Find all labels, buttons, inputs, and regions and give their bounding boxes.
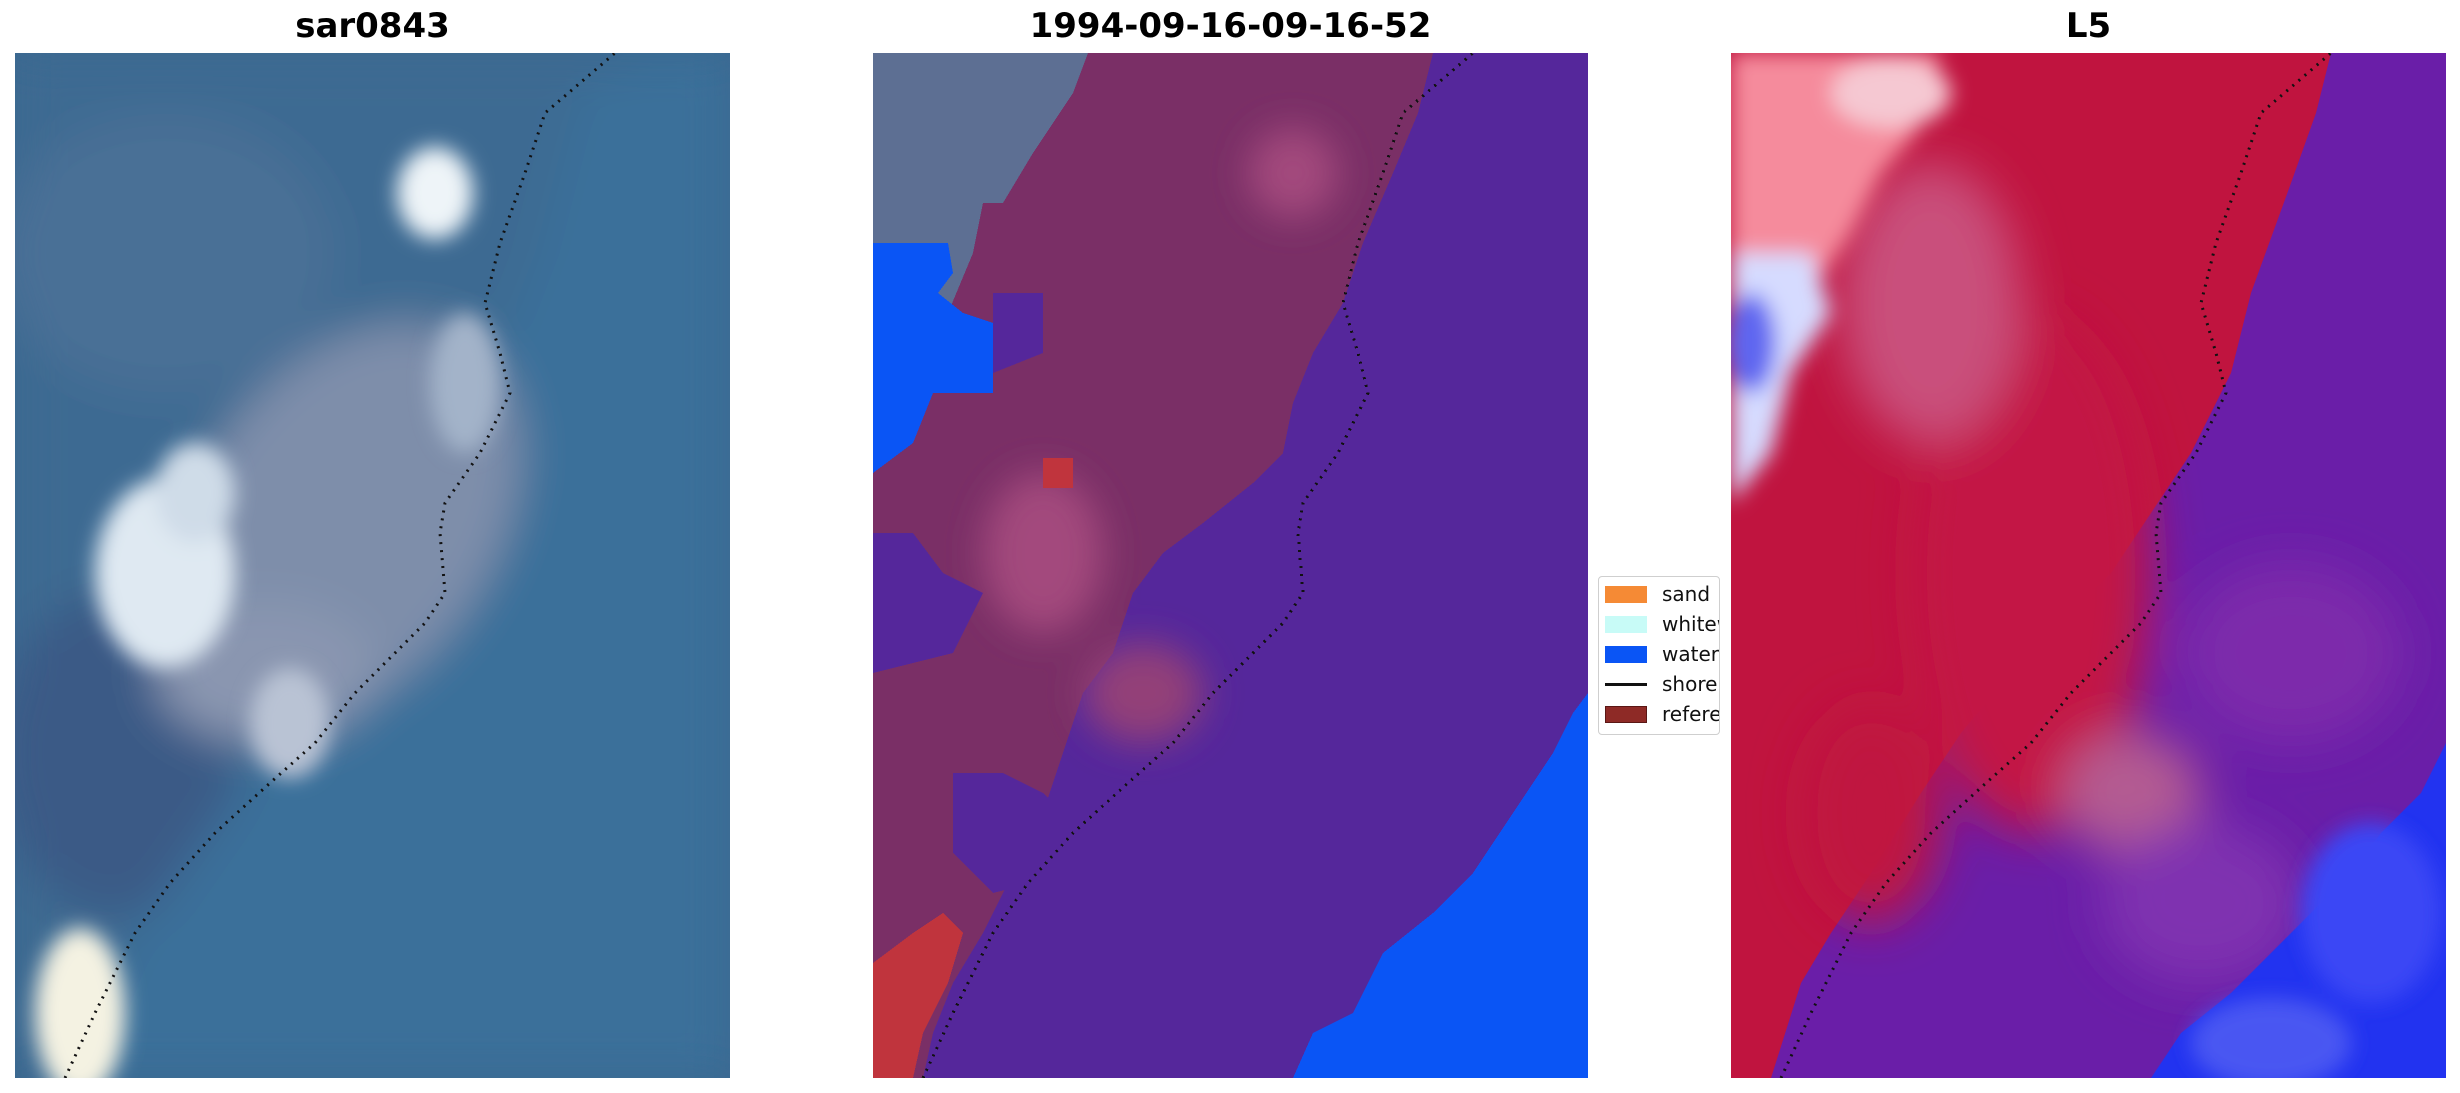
index-panel [1731,53,2446,1078]
legend-item-shoreline: shoreline [1605,672,1719,696]
shoreline-line-icon [1605,682,1647,686]
legend-label-reference: reference shoreline [1662,702,1720,726]
panel-title-rgb: sar0843 [295,6,450,46]
classification-map [873,53,1588,1078]
shoreline-dotted [63,53,616,1078]
legend-label-water: water [1662,642,1719,666]
whitewater-swatch [1605,615,1647,633]
legend-item-water: water [1605,642,1719,666]
legend-label-shoreline: shoreline [1662,672,1719,696]
reference-swatch [1605,705,1647,723]
water-swatch [1605,645,1647,663]
rgb-image-panel [15,53,730,1078]
rgb-image [15,53,730,1078]
legend-item-reference: reference shoreline [1605,702,1720,726]
panel-title-index: L5 [2065,6,2112,46]
legend-item-sand: sand [1605,582,1710,606]
legend-label-sand: sand [1662,582,1711,606]
panel-title-classification: 1994-09-16-09-16-52 [1029,6,1432,46]
shoreline-dotted [921,53,1474,1078]
shoreline-dotted [1779,53,2332,1078]
index-map [1731,53,2446,1078]
classification-panel [873,53,1588,1078]
sand-swatch [1605,585,1647,603]
